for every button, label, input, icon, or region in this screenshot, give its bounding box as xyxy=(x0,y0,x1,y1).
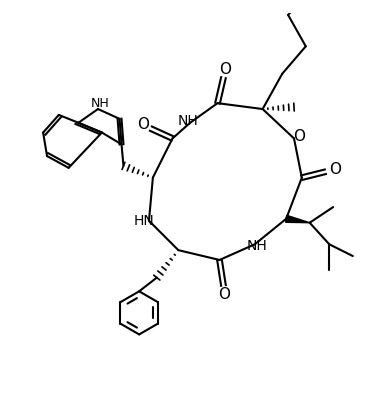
Text: NH: NH xyxy=(247,239,267,253)
Polygon shape xyxy=(286,215,310,223)
Text: O: O xyxy=(293,129,305,144)
Text: O: O xyxy=(137,117,149,132)
Text: NH: NH xyxy=(91,97,109,110)
Text: O: O xyxy=(329,162,341,177)
Text: NH: NH xyxy=(178,114,198,128)
Text: O: O xyxy=(220,62,231,77)
Text: O: O xyxy=(219,287,230,302)
Text: HN: HN xyxy=(134,214,154,228)
